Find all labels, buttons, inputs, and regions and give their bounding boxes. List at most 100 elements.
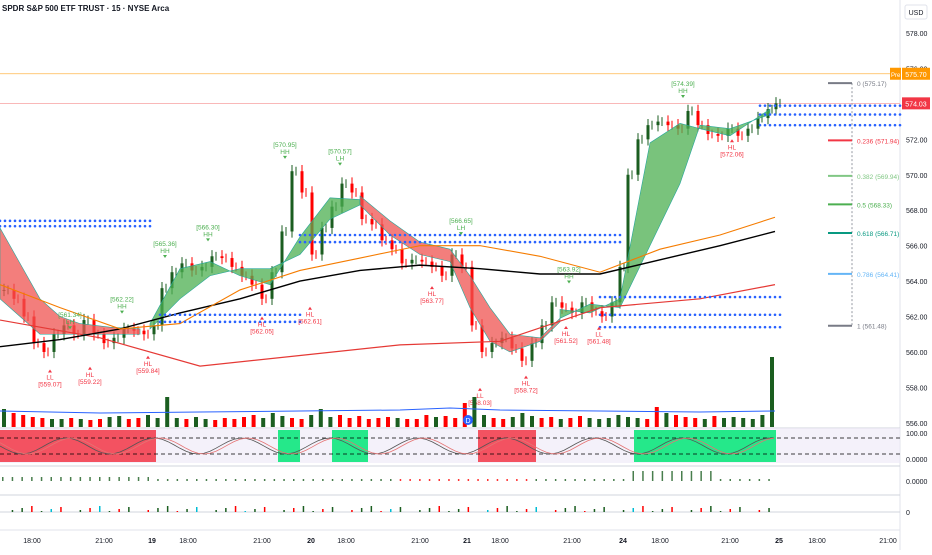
price-tick-label: 568.00 — [906, 208, 928, 215]
osc-bar — [370, 506, 373, 512]
macd-histogram-bar — [225, 479, 227, 481]
resistance-dots — [793, 123, 797, 127]
symbol-title[interactable]: SPDR S&P 500 ETF TRUST · 15 · NYSE Arca — [2, 4, 170, 13]
support-dots — [768, 313, 772, 317]
macd-histogram-bar — [312, 479, 314, 481]
currency-box[interactable] — [904, 4, 928, 20]
time-tick-label: 24 — [619, 538, 627, 545]
macd-histogram-bar — [681, 471, 683, 481]
support-dots — [738, 313, 742, 317]
support-dots — [773, 325, 777, 329]
osc-bar — [283, 510, 285, 512]
volume-bar — [683, 417, 688, 427]
pivot-type-label: HH — [117, 304, 127, 311]
volume-bar — [645, 419, 650, 427]
volume-bar — [146, 415, 150, 427]
resistance-dots — [563, 240, 567, 244]
macd-histogram-bar — [564, 479, 567, 481]
osc-bar — [516, 511, 518, 512]
candle-body — [350, 183, 354, 193]
resistance-dots — [353, 233, 357, 237]
resistance-dots — [43, 219, 47, 223]
time-tick-label: 19 — [148, 538, 156, 545]
resistance-dots — [58, 219, 62, 223]
macd-histogram-bar — [603, 479, 605, 481]
resistance-dots — [873, 113, 877, 116]
pivot-type-label: HH — [203, 231, 213, 238]
resistance-dots — [418, 240, 422, 244]
volume-bar — [693, 418, 698, 427]
resistance-dots — [328, 233, 332, 237]
resistance-dots — [403, 240, 407, 244]
candle-body — [756, 118, 760, 129]
osc-bar — [554, 510, 557, 512]
candle-body — [420, 259, 424, 262]
volume-bar — [376, 418, 381, 427]
pivot-arrow-down — [338, 162, 342, 166]
candle-body — [300, 171, 304, 193]
resistance-dots — [603, 240, 607, 244]
resistance-dots — [333, 233, 337, 237]
volume-bar — [712, 416, 717, 427]
time-tick-label: 18:00 — [808, 538, 826, 545]
candle-body — [290, 171, 294, 232]
pivot-value-label: [565.36] — [153, 241, 177, 248]
volume-bar — [232, 419, 237, 427]
support-dots — [618, 295, 622, 299]
osc-bar — [196, 507, 198, 512]
osc-bar — [360, 508, 363, 512]
support-dots — [633, 295, 637, 299]
support-dots — [658, 325, 662, 329]
resistance-dots — [93, 224, 97, 228]
dividend-event-marker[interactable] — [463, 415, 473, 425]
support-dots — [728, 295, 732, 299]
resistance-dots — [848, 113, 852, 116]
time-tick-label: 18:00 — [337, 538, 355, 545]
volume-bar — [309, 415, 314, 427]
stoch-zone — [634, 430, 776, 462]
macd-histogram-bar — [380, 479, 382, 481]
resistance-dots — [23, 224, 27, 228]
osc-bar — [719, 511, 722, 512]
resistance-dots — [63, 219, 67, 223]
support-dots — [733, 325, 737, 329]
macd-histogram-bar — [758, 479, 761, 481]
support-dots — [618, 325, 622, 329]
support-dots — [198, 320, 202, 324]
resistance-dots — [583, 240, 587, 244]
resistance-dots — [123, 219, 127, 223]
osc-bar — [448, 511, 450, 512]
candle-body — [370, 219, 374, 225]
resistance-dots — [473, 233, 477, 237]
volume-bar — [510, 417, 515, 427]
volume-bar — [261, 418, 266, 427]
resistance-dots — [793, 113, 797, 116]
osc-bar — [438, 506, 440, 512]
volume-bar — [357, 416, 362, 427]
macd-histogram-bar — [467, 479, 470, 481]
resistance-dots — [33, 219, 37, 223]
volume-bar — [539, 418, 544, 427]
resistance-dots — [898, 123, 902, 127]
fib-level-label: 0.236 (571.94) — [857, 138, 899, 145]
candle-body — [180, 263, 184, 273]
osc-bar — [60, 507, 62, 512]
support-dots — [613, 295, 617, 299]
support-dots — [293, 320, 297, 324]
pivot-type-label: HL — [728, 144, 737, 151]
resistance-dots — [578, 233, 582, 237]
macd-histogram-bar — [574, 479, 576, 481]
resistance-dots — [63, 224, 67, 228]
candle-body — [746, 128, 750, 136]
resistance-dots — [303, 240, 307, 244]
macd-histogram-bar — [535, 479, 537, 481]
candle-body — [142, 330, 146, 335]
support-dots — [748, 313, 752, 317]
macd-histogram-bar — [719, 479, 722, 481]
support-dots — [208, 320, 212, 324]
support-dots — [708, 325, 712, 329]
osc-bar — [661, 509, 664, 512]
macd-histogram-bar — [690, 471, 693, 481]
